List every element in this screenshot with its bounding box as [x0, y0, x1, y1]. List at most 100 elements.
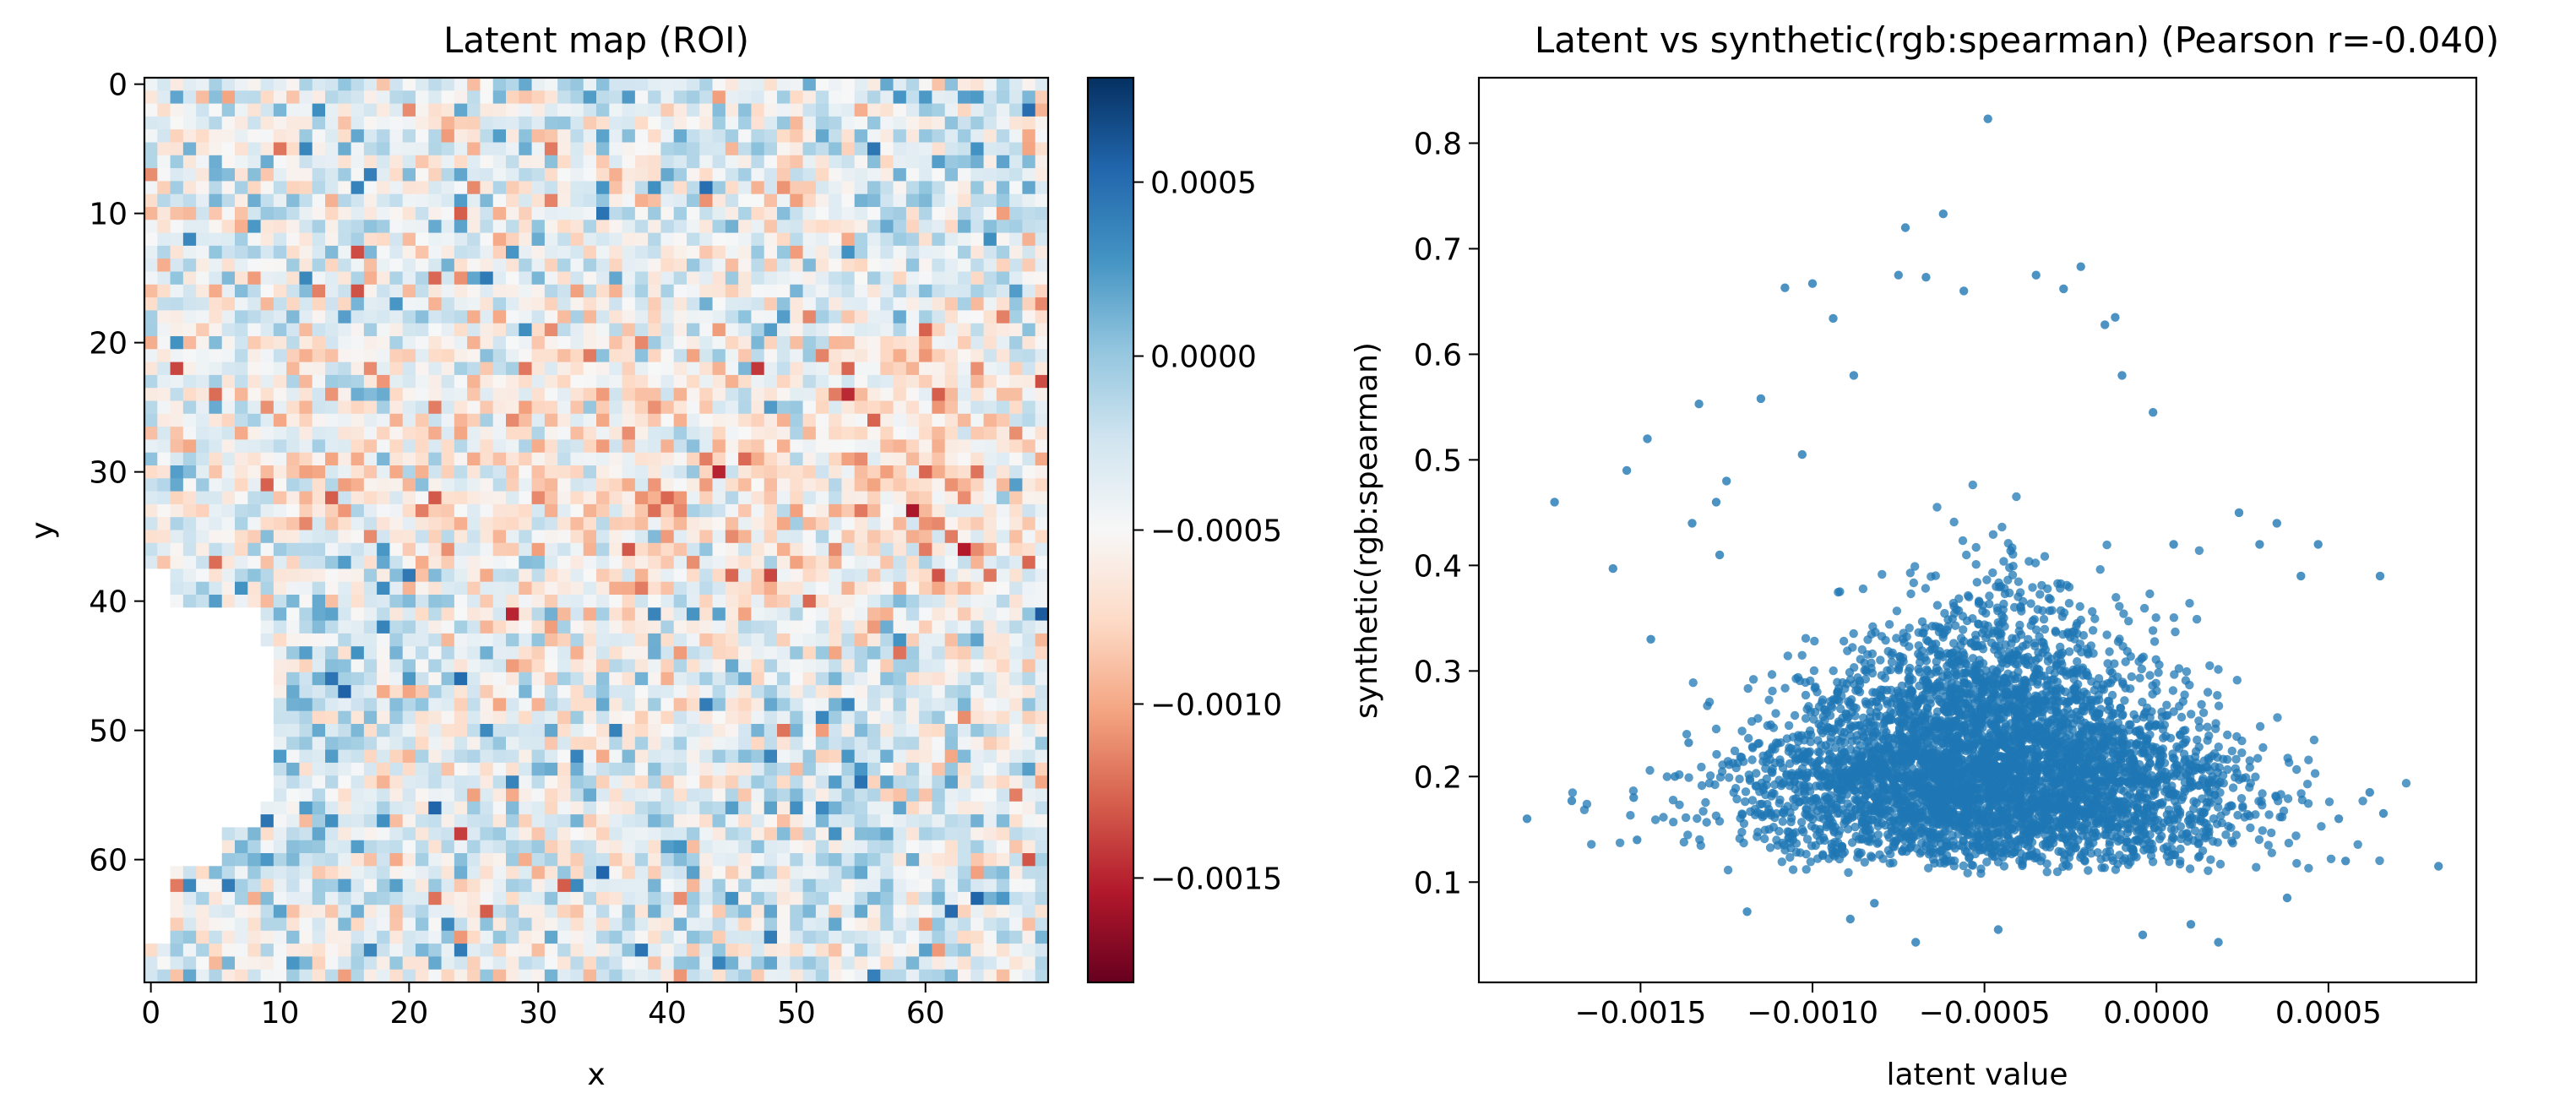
heatmap-cell	[712, 607, 726, 622]
heatmap-cell	[196, 581, 210, 596]
heatmap-cell	[506, 78, 519, 91]
heatmap-cell	[325, 129, 339, 144]
heatmap-cell	[544, 168, 558, 182]
heatmap-cell	[377, 801, 391, 815]
heatmap-cell	[506, 465, 519, 479]
heatmap-cell	[221, 581, 236, 596]
heatmap-cell	[854, 905, 868, 919]
heatmap-cell	[260, 297, 274, 311]
heatmap-cell	[738, 116, 753, 130]
heatmap-cell	[492, 556, 507, 569]
heatmap-cell	[182, 323, 197, 337]
heatmap-cell	[983, 78, 997, 91]
heatmap-cell	[777, 775, 791, 790]
heatmap-cell	[416, 413, 429, 427]
heatmap-cell	[467, 90, 481, 105]
heatmap-cell	[209, 155, 223, 169]
heatmap-cell	[738, 737, 753, 751]
heatmap-cell	[712, 568, 726, 583]
heatmap-cell	[725, 465, 739, 479]
heatmap-cell	[905, 840, 920, 854]
heatmap-cell	[970, 478, 985, 492]
heatmap-cell	[157, 853, 171, 867]
heatmap-cell	[260, 310, 274, 324]
heatmap-cell	[802, 568, 817, 583]
heatmap-cell	[712, 581, 726, 596]
heatmap-cell	[854, 840, 868, 854]
heatmap-cell	[299, 297, 313, 311]
heatmap-cell	[299, 491, 313, 505]
heatmap-cell	[815, 595, 829, 608]
heatmap-cell	[829, 142, 843, 156]
heatmap-cell	[699, 737, 714, 751]
heatmap-cell	[905, 646, 920, 661]
heatmap-cell	[312, 724, 326, 737]
heatmap-cell	[777, 556, 791, 569]
heatmap-cell	[235, 491, 248, 505]
heatmap-cell	[738, 956, 753, 971]
heatmap-cell	[893, 737, 907, 751]
heatmap-cell	[790, 478, 804, 492]
heatmap-cell	[428, 659, 443, 673]
heatmap-cell	[467, 452, 481, 466]
heatmap-cell	[777, 698, 791, 712]
heatmap-cell	[738, 685, 753, 699]
heatmap-cell	[687, 840, 700, 854]
heatmap-cell	[622, 478, 636, 492]
heatmap-cell	[428, 775, 443, 790]
heatmap-cell	[260, 620, 274, 634]
heatmap-cell	[764, 232, 778, 247]
heatmap-cell	[221, 271, 236, 286]
heatmap-cell	[983, 388, 997, 402]
heatmap-cell	[699, 930, 714, 944]
heatmap-cell	[983, 336, 997, 350]
heatmap-cell	[867, 814, 881, 828]
heatmap-cell	[634, 930, 649, 944]
heatmap-cell	[815, 78, 829, 91]
heatmap-cell	[867, 607, 881, 622]
heatmap-cell	[389, 878, 404, 893]
heatmap-cell	[544, 878, 558, 893]
heatmap-cell	[1022, 503, 1036, 518]
heatmap-cell	[829, 542, 843, 557]
heatmap-cell	[492, 388, 507, 402]
heatmap-cell	[377, 672, 391, 686]
heatmap-cell	[648, 413, 662, 427]
heatmap-cell	[815, 517, 829, 531]
heatmap-cell	[751, 698, 765, 712]
heatmap-cell	[609, 788, 623, 802]
heatmap-cell	[506, 840, 519, 854]
heatmap-cell	[583, 155, 597, 169]
heatmap-cell	[260, 878, 274, 893]
heatmap-cell	[673, 78, 687, 91]
heatmap-cell	[622, 866, 636, 880]
heatmap-cell	[209, 607, 223, 622]
heatmap-cell	[777, 568, 791, 583]
heatmap-cell	[777, 801, 791, 815]
heatmap-cell	[441, 737, 455, 751]
heatmap-cell	[738, 969, 753, 983]
heatmap-cell	[893, 310, 907, 324]
heatmap-cell	[428, 930, 443, 944]
heatmap-cell	[673, 374, 687, 389]
heatmap-cell	[441, 413, 455, 427]
heatmap-cell	[983, 168, 997, 182]
heatmap-cell	[182, 271, 197, 286]
heatmap-cell	[544, 581, 558, 596]
heatmap-cell	[480, 710, 494, 725]
heatmap-cell	[338, 193, 352, 208]
heatmap-cell	[905, 814, 920, 828]
heatmap-cell	[531, 155, 546, 169]
heatmap-cell	[738, 814, 753, 828]
heatmap-cell	[441, 710, 455, 725]
heatmap-cell	[221, 542, 236, 557]
heatmap-cell	[570, 866, 584, 880]
heatmap-cell	[983, 788, 997, 802]
heatmap-cell	[286, 103, 301, 117]
heatmap-cell	[815, 129, 829, 144]
heatmap-cell	[648, 620, 662, 634]
heatmap-cell	[634, 78, 649, 91]
heatmap-cell	[583, 323, 597, 337]
heatmap-cell	[1022, 78, 1036, 91]
heatmap-cell	[983, 749, 997, 764]
